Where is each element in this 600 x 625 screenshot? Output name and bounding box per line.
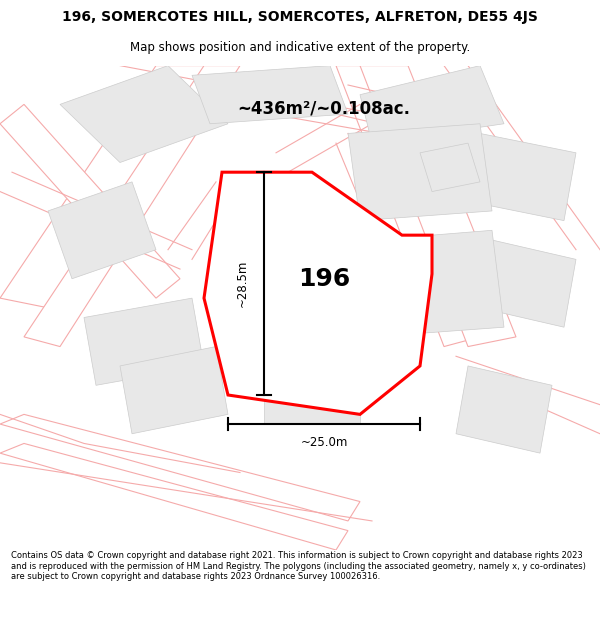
- Polygon shape: [192, 66, 348, 124]
- Polygon shape: [24, 66, 240, 346]
- Polygon shape: [0, 66, 216, 308]
- Polygon shape: [204, 172, 432, 414]
- Polygon shape: [120, 346, 228, 434]
- Polygon shape: [348, 124, 492, 221]
- Polygon shape: [0, 414, 360, 521]
- Text: 196, SOMERCOTES HILL, SOMERCOTES, ALFRETON, DE55 4JS: 196, SOMERCOTES HILL, SOMERCOTES, ALFRET…: [62, 10, 538, 24]
- Text: ~436m²/~0.108ac.: ~436m²/~0.108ac.: [238, 99, 410, 118]
- Polygon shape: [456, 366, 552, 453]
- Polygon shape: [264, 366, 360, 424]
- Polygon shape: [336, 66, 480, 346]
- Polygon shape: [0, 104, 180, 298]
- Text: 196: 196: [298, 267, 350, 291]
- Polygon shape: [0, 444, 348, 550]
- Polygon shape: [252, 318, 330, 376]
- Text: ~28.5m: ~28.5m: [236, 260, 249, 308]
- Polygon shape: [480, 240, 576, 328]
- Polygon shape: [84, 298, 204, 385]
- Polygon shape: [60, 66, 228, 162]
- Polygon shape: [360, 66, 504, 143]
- Polygon shape: [420, 143, 480, 191]
- Polygon shape: [240, 211, 342, 279]
- Text: Map shows position and indicative extent of the property.: Map shows position and indicative extent…: [130, 41, 470, 54]
- Polygon shape: [360, 66, 516, 346]
- Text: Contains OS data © Crown copyright and database right 2021. This information is : Contains OS data © Crown copyright and d…: [11, 551, 586, 581]
- Polygon shape: [372, 230, 504, 337]
- Polygon shape: [48, 182, 156, 279]
- Text: ~25.0m: ~25.0m: [301, 436, 347, 449]
- Polygon shape: [468, 133, 576, 221]
